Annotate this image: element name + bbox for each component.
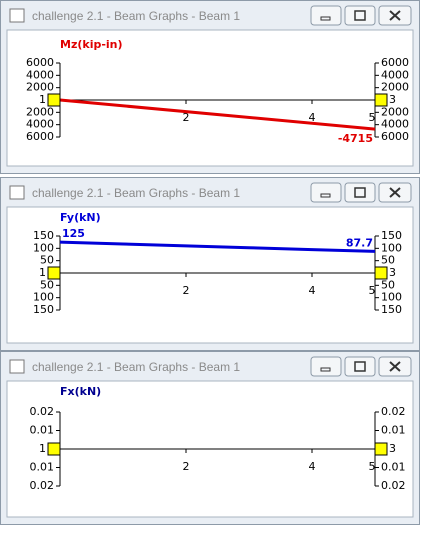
x-tick-label: 2 — [183, 460, 190, 473]
node-label: 3 — [389, 442, 396, 455]
window-icon — [9, 8, 25, 23]
x-tick-label: 4 — [309, 460, 316, 473]
y-tick-label-right: 50 — [381, 254, 395, 267]
node-label: 3 — [389, 93, 396, 106]
data-line — [59, 98, 376, 131]
y-tick-label: 2000 — [26, 81, 54, 94]
window-icon — [9, 185, 25, 200]
maximize-icon — [354, 361, 366, 372]
node-marker — [47, 266, 61, 280]
x-tick-label: 5 — [369, 460, 376, 473]
y-axis-label: Fy(kN) — [60, 211, 101, 224]
minimize-button[interactable] — [310, 182, 342, 203]
y-tick-label-right: 50 — [381, 278, 395, 291]
window: challenge 2.1 - Beam Graphs - Beam 1 Fy(k… — [0, 177, 420, 351]
minimize-icon — [320, 193, 331, 198]
window-title: challenge 2.1 - Beam Graphs - Beam 1 — [32, 9, 240, 23]
y-tick-label-right: 6000 — [381, 130, 409, 143]
window-title: challenge 2.1 - Beam Graphs - Beam 1 — [32, 186, 240, 200]
node-label: 1 — [39, 266, 46, 279]
x-tick-label: 5 — [369, 111, 376, 124]
y-tick-label-right: 0.02 — [381, 479, 406, 492]
x-tick-label: 2 — [183, 284, 190, 297]
minimize-icon — [320, 16, 331, 21]
node-label: 1 — [39, 93, 46, 106]
minimize-icon — [320, 367, 331, 372]
maximize-icon — [354, 187, 366, 198]
y-tick-label-right: 100 — [381, 291, 402, 304]
node-label: 3 — [389, 266, 396, 279]
data-line — [59, 240, 376, 253]
y-tick-label: 100 — [33, 241, 54, 254]
y-tick-label: 4000 — [26, 68, 54, 81]
value-label: -4715 — [338, 132, 373, 145]
maximize-button[interactable] — [344, 5, 376, 26]
node-marker — [374, 442, 388, 456]
client-area — [6, 206, 414, 344]
y-tick-label-right: 6000 — [381, 56, 409, 69]
y-tick-label-right: 0.02 — [381, 405, 406, 418]
y-tick-label: 150 — [33, 229, 54, 242]
y-tick-label: 6000 — [26, 56, 54, 69]
y-tick-label-right: 150 — [381, 229, 402, 242]
maximize-button[interactable] — [344, 182, 376, 203]
y-tick-label: 0.01 — [30, 424, 55, 437]
y-tick-label-right: 0.01 — [381, 461, 406, 474]
y-tick-label: 50 — [40, 278, 54, 291]
minimize-button[interactable] — [310, 356, 342, 377]
value-label: 87.7 — [346, 236, 373, 249]
value-label: 125 — [62, 227, 85, 240]
y-tick-label: 100 — [33, 291, 54, 304]
y-tick-label-right: 100 — [381, 241, 402, 254]
x-tick-label: 2 — [183, 111, 190, 124]
y-tick-label: 150 — [33, 303, 54, 316]
y-tick-label-right: 0.01 — [381, 424, 406, 437]
window: challenge 2.1 - Beam Graphs - Beam 1 Fx(k… — [0, 351, 420, 525]
x-tick-label: 5 — [369, 284, 376, 297]
window-title: challenge 2.1 - Beam Graphs - Beam 1 — [32, 360, 240, 374]
close-icon — [389, 187, 401, 198]
y-tick-label-right: 2000 — [381, 81, 409, 94]
y-tick-label-right: 4000 — [381, 118, 409, 131]
y-axis-label: Fx(kN) — [60, 385, 101, 398]
maximize-button[interactable] — [344, 356, 376, 377]
node-marker — [374, 266, 388, 280]
y-tick-label: 0.02 — [30, 479, 55, 492]
close-icon — [389, 10, 401, 21]
y-tick-label-right: 4000 — [381, 68, 409, 81]
window-icon — [9, 359, 25, 374]
node-marker — [374, 93, 388, 107]
close-icon — [389, 361, 401, 372]
node-marker — [47, 93, 61, 107]
y-tick-label: 2000 — [26, 105, 54, 118]
maximize-icon — [354, 10, 366, 21]
y-axis-label: Mz(kip-in) — [60, 38, 123, 51]
y-tick-label: 0.01 — [30, 461, 55, 474]
node-marker — [47, 442, 61, 456]
x-tick-label: 4 — [309, 111, 316, 124]
minimize-button[interactable] — [310, 5, 342, 26]
y-tick-label: 6000 — [26, 130, 54, 143]
y-tick-label: 4000 — [26, 118, 54, 131]
y-tick-label: 50 — [40, 254, 54, 267]
y-tick-label-right: 2000 — [381, 105, 409, 118]
y-tick-label: 0.02 — [30, 405, 55, 418]
node-label: 1 — [39, 442, 46, 455]
window: challenge 2.1 - Beam Graphs - Beam 1 Mz(k… — [0, 0, 420, 174]
x-tick-label: 4 — [309, 284, 316, 297]
client-area — [6, 29, 414, 167]
y-tick-label-right: 150 — [381, 303, 402, 316]
